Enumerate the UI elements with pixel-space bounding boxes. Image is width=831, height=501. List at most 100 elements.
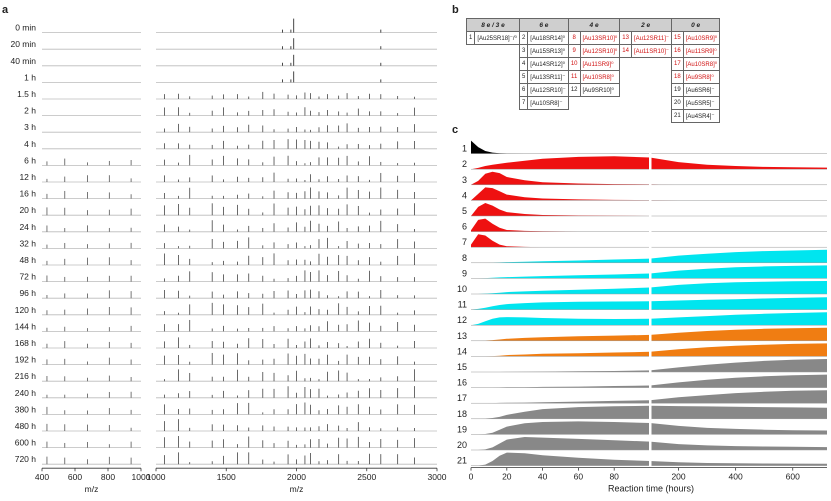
table-row: 7 [Au10SR8]⁻ 20 [Au5SR5]⁻ [467,96,721,110]
species-area-15 [471,359,827,372]
species-row-label: 1 [462,144,467,154]
table-row: 3 [Au15SR13]⁰ 9 [Au12SR10]⁰ 14 [Au11SR10]⁻ 16[… [467,44,721,58]
species-formula: [Au14SR12]⁰ [527,57,569,71]
species-formula: [Au11SR10]⁻ [630,44,673,58]
species-formula: [Au10SR8]⁻ [527,96,569,110]
species-row-label: 19 [457,424,467,434]
species-area-9 [471,265,827,279]
species-formula: [Au25SR18]⁻/⁰ [474,31,520,45]
empty-cell [620,71,632,84]
species-number: 9 [567,44,581,58]
species-formula: [Au11SR9]⁰ [579,57,621,71]
empty-cell [475,45,520,58]
species-formula: [Au10SR8]⁰ [579,70,621,84]
species-row-label: 5 [462,206,467,216]
species-number: 3 [518,44,529,58]
mz-tick-label: 1000 [147,472,166,482]
species-formula: [Au9SR10]⁰ [579,83,621,97]
time-tick-label: 400 [729,472,743,482]
mz-tick-label: 400 [35,472,49,482]
time-tick-label: 80 [609,472,619,482]
species-row-label: 12 [457,315,467,325]
time-tick-label: 60 [574,472,584,482]
table-header: 6 e [518,18,569,32]
species-number: 21 [671,109,684,123]
species-area-21 [471,452,827,466]
species-area-6 [471,218,827,232]
time-label: 20 min [10,39,36,49]
time-label: 1 h [24,72,36,82]
panel-a-label: a [2,4,9,16]
species-number: 12 [567,83,581,97]
species-formula: [Au18SR14]⁰ [527,31,569,45]
empty-cell [519,110,527,123]
time-label: 216 h [15,371,37,381]
species-row-label: 13 [457,331,467,341]
species-formula: [Au13SR10]⁰ [579,31,621,45]
time-label: 4 h [24,139,36,149]
mz-axis-label: m/z [290,484,304,494]
species-row-label: 3 [462,175,467,185]
empty-cell [475,84,520,97]
species-number: 6 [518,83,529,97]
table-header: 4 e [567,18,621,32]
empty-cell [475,110,520,123]
species-formula: [Au12SR10]⁻ [527,83,569,97]
species-row-label: 15 [457,362,467,372]
species-number: 17 [671,57,684,71]
table-row: 5 [Au13SR11]⁻ 11 [Au10SR8]⁰ 18 [Au9SR8]⁰ [467,70,721,84]
time-label: 144 h [15,321,37,331]
time-label: 0 min [15,23,36,33]
species-number: 14 [619,44,632,58]
mz-tick-label: 3000 [428,472,447,482]
species-number: 5 [518,70,529,84]
species-formula: [Au12SR11]⁻ [630,31,673,45]
mass-spectra-panel: 0 min 20 min 40 min 1 h 1.5 h 2 h 3 h 4 h 6 h 12 … [10,18,447,494]
species-number: 15 [671,31,684,45]
panel-c-label: c [452,124,459,136]
empty-cell [467,58,475,71]
species-row-label: 8 [462,253,467,263]
species-formula: [Au6SR6]⁻ [682,83,721,97]
empty-cell [631,97,671,110]
species-formula: [Au4SR4]⁻ [682,109,721,123]
species-row-label: 4 [462,190,467,200]
time-label: 3 h [24,122,36,132]
empty-cell [467,45,475,58]
time-label: 192 h [15,355,37,365]
species-number: 2 [518,31,529,45]
species-number: 7 [518,96,529,110]
species-row-label: 11 [458,300,467,310]
time-tick-label: 20 [502,472,512,482]
time-tick-label: 600 [786,472,800,482]
species-number: 1 [465,31,476,45]
empty-cell [580,97,620,110]
species-row-label: 18 [457,409,467,419]
table-header: 2 e [619,18,673,32]
species-formula: [Au10SR8]⁰ [682,57,721,71]
time-label: 600 h [15,438,37,448]
time-tick-label: 40 [538,472,548,482]
table-row: 6 [Au12SR10]⁻ 12 [Au9SR10]⁰ 19 [Au6SR6]⁻ [467,83,721,97]
time-label: 12 h [19,172,36,182]
mz-tick-label: 800 [101,472,115,482]
time-label: 6 h [24,155,36,165]
time-label: 480 h [15,421,37,431]
panel-b-label: b [452,4,459,16]
empty-cell [568,97,580,110]
time-label: 240 h [15,388,37,398]
species-row-label: 2 [462,159,467,169]
table-row: 1 [Au25SR18]⁻/⁰ 2 [Au18SR14]⁰ 8 [Au13SR10]⁰ 13… [465,31,721,45]
empty-cell [620,58,632,71]
species-area-10 [471,281,827,294]
time-label: 32 h [19,238,36,248]
mz-tick-label: 2000 [287,472,306,482]
species-area-17 [471,390,827,404]
species-number: 8 [567,31,581,45]
species-row-label: 9 [462,268,467,278]
species-formula: [Au10SR9]⁰ [682,31,721,45]
empty-cell [467,71,475,84]
empty-cell [631,71,671,84]
